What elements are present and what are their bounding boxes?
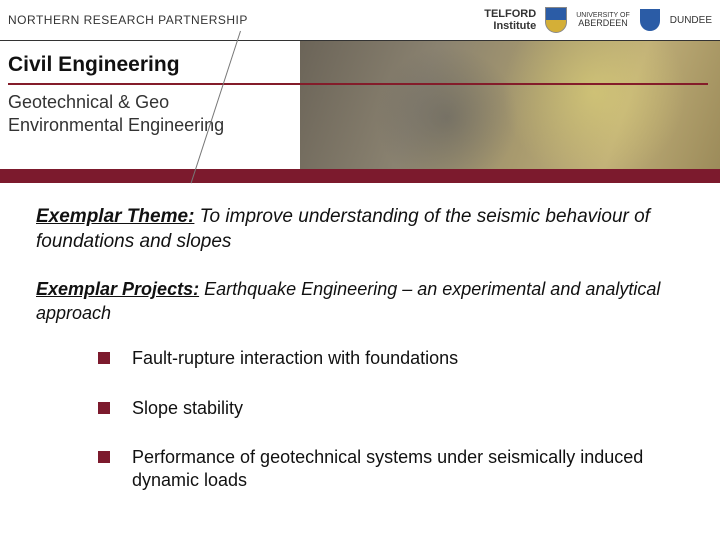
maroon-bar — [0, 169, 720, 183]
list-item: Slope stability — [98, 397, 684, 420]
telford-line2: Institute — [484, 20, 536, 32]
title-underline — [8, 83, 708, 85]
exemplar-theme: Exemplar Theme: To improve understanding… — [36, 205, 684, 254]
shield-icon-2 — [636, 6, 664, 34]
theme-label: Exemplar Theme: — [36, 206, 194, 227]
bullet-list: Fault-rupture interaction with foundatio… — [36, 347, 684, 493]
telford-line1: TELFORD — [484, 8, 536, 20]
dundee-label: DUNDEE — [670, 15, 712, 26]
subtitle-line1: Geotechnical & Geo — [8, 91, 300, 114]
banner-text-block: Civil Engineering Geotechnical & Geo Env… — [0, 41, 300, 169]
list-item: Fault-rupture interaction with foundatio… — [98, 347, 684, 370]
page-subtitle: Geotechnical & Geo Environmental Enginee… — [8, 91, 300, 136]
banner-photo — [300, 41, 720, 169]
aberdeen-name: ABERDEEN — [576, 19, 630, 28]
exemplar-projects: Exemplar Projects: Earthquake Engineerin… — [36, 278, 684, 325]
aberdeen-logo: UNIVERSITY OF ABERDEEN — [576, 12, 630, 28]
header-right-logos: TELFORD Institute UNIVERSITY OF ABERDEEN… — [484, 6, 712, 34]
content-area: Exemplar Theme: To improve understanding… — [0, 183, 720, 493]
projects-label: Exemplar Projects: — [36, 279, 199, 299]
shield-icon-1 — [542, 6, 570, 34]
page-title: Civil Engineering — [8, 53, 300, 77]
photo-overlay — [300, 41, 720, 169]
list-item: Performance of geotechnical systems unde… — [98, 446, 684, 493]
partnership-label: NORTHERN RESEARCH PARTNERSHIP — [8, 13, 248, 27]
telford-institute-label: TELFORD Institute — [484, 8, 536, 32]
subtitle-line2: Environmental Engineering — [8, 114, 300, 137]
header-top: NORTHERN RESEARCH PARTNERSHIP TELFORD In… — [0, 0, 720, 40]
banner: Civil Engineering Geotechnical & Geo Env… — [0, 41, 720, 169]
